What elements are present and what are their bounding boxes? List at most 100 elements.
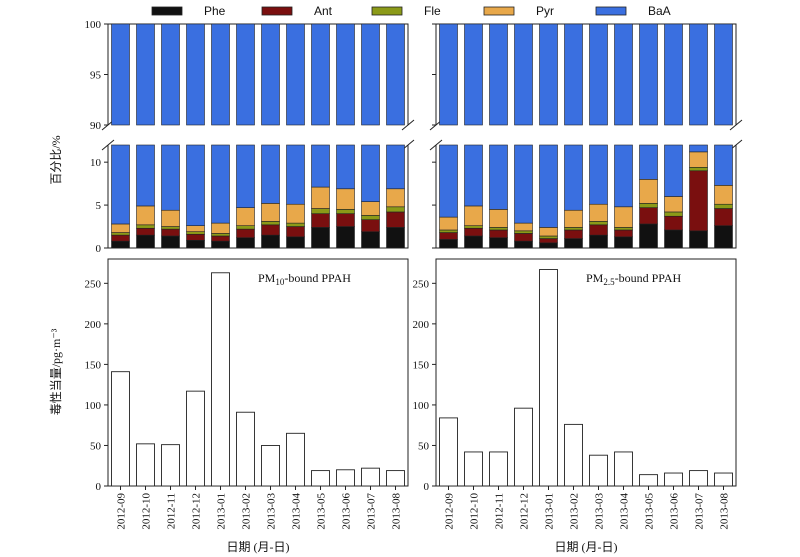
x-tick-label-2013-03: 2013-03 [266, 493, 278, 530]
stacked-panel-left: 90 95 100 0 5 10 [85, 19, 415, 255]
x-tick-label-2012-11: 2012-11 [494, 493, 506, 529]
y-tick-label-50: 50 [90, 440, 102, 452]
bar-segment-pyr-lower-2013-01 [211, 222, 230, 234]
x-tick-label-2012-12: 2012-12 [191, 493, 203, 530]
legend-label-phe: Phe [204, 4, 226, 18]
y-tick-label-0: 0 [96, 481, 102, 493]
bar-segment-pyr-lower-2012-11 [489, 209, 508, 228]
legend-label-baa: BaA [648, 4, 671, 18]
annotation-pm25-subscript: 2.5 [603, 277, 615, 287]
annotation-pm25: PM2.5-bound PPAH [586, 271, 682, 287]
bar-segment-fle-lower-2013-07 [689, 167, 708, 172]
x-tick-label-2013-04: 2013-04 [291, 493, 303, 530]
bar-segment-phe-lower-2012-12 [186, 239, 205, 249]
bar-segment-baa-upper-2013-07 [689, 23, 708, 126]
bar-segment-baa-upper-2013-06 [336, 23, 355, 126]
x-tick-label-2013-08: 2013-08 [719, 493, 731, 530]
x-tick-label-2013-02: 2013-02 [569, 493, 581, 530]
bar-segment-baa-upper-2012-12 [514, 23, 533, 126]
bar-segment-fle-lower-2013-07 [361, 215, 380, 220]
bar-segment-baa-upper-2012-11 [489, 23, 508, 126]
y-tick-label-250: 250 [85, 278, 102, 290]
bar-segment-baa-upper-2013-05 [639, 23, 658, 126]
bar-segment-fle-lower-2012-09 [111, 232, 130, 236]
bar-segment-ant-lower-2013-03 [589, 224, 608, 236]
toxicity-bar-2013-06 [336, 469, 355, 487]
bar-segment-baa-lower-2012-11 [161, 144, 180, 211]
bar-segment-baa-upper-2013-04 [614, 23, 633, 126]
bar-segment-baa-upper-2012-10 [136, 23, 155, 126]
legend-label-pyr: Pyr [536, 4, 554, 18]
y-tick-label-0: 0 [96, 243, 102, 255]
toxicity-bar-2013-04 [614, 451, 633, 487]
x-tick-label-2013-01: 2013-01 [544, 493, 556, 530]
x-tick-label-2013-05: 2013-05 [644, 493, 656, 530]
toxicity-bar-2013-04 [286, 432, 305, 487]
bar-segment-baa-upper-2013-03 [261, 23, 280, 126]
toxicity-bar-2012-12 [514, 407, 533, 487]
bar-segment-baa-upper-2012-12 [186, 23, 205, 126]
bar-segment-baa-upper-2013-04 [286, 23, 305, 126]
bar-segment-fle-lower-2013-04 [286, 222, 305, 227]
bar-segment-pyr-lower-2012-12 [186, 225, 205, 232]
bar-segment-ant-lower-2012-12 [186, 233, 205, 241]
bar-segment-baa-lower-2013-08 [714, 144, 733, 186]
bar-segment-ant-lower-2012-09 [111, 234, 130, 242]
bar-segment-pyr-lower-2013-08 [386, 188, 405, 208]
toxicity-equivalent-panels: 2012-09 2012-10 2012-11 2012-12 2013-01 2013-… [85, 258, 737, 530]
legend-swatch-fle [371, 6, 403, 16]
bar-segment-baa-lower-2013-06 [336, 144, 355, 190]
bar-segment-phe-lower-2012-10 [136, 234, 155, 249]
bar-segment-ant-lower-2012-11 [489, 229, 508, 239]
toxicity-bar-2013-07 [361, 467, 380, 487]
axis-break-mark-lower-0 [101, 139, 115, 151]
bar-segment-phe-lower-2012-10 [464, 235, 483, 249]
toxicity-bar-2012-09 [439, 417, 458, 487]
toxicity-bar-2013-08 [714, 472, 733, 487]
bar-segment-pyr-lower-2012-10 [136, 205, 155, 226]
bar-segment-phe-lower-2013-03 [261, 234, 280, 249]
bar-segment-pyr-lower-2013-06 [664, 196, 683, 213]
bar-segment-fle-lower-2013-01 [211, 233, 230, 237]
bar-segment-ant-lower-2013-07 [361, 219, 380, 232]
y-axis-label-toxicity: 毒性当量/pg·m⁻³ [49, 328, 63, 415]
bar-segment-ant-lower-2013-08 [386, 211, 405, 228]
toxicity-bar-2012-11 [161, 444, 180, 487]
bar-segment-ant-lower-2013-01 [211, 235, 230, 242]
bar-segment-phe-lower-2013-05 [311, 227, 330, 249]
bar-segment-ant-lower-2013-03 [261, 224, 280, 236]
bar-segment-ant-lower-2013-04 [286, 226, 305, 238]
annotation-pm10-main: PM [258, 271, 276, 285]
bar-segment-pyr-lower-2013-03 [261, 203, 280, 222]
y-tick-label-150: 150 [413, 359, 430, 371]
lower-frame [107, 145, 409, 249]
bar-segment-pyr-lower-2013-03 [589, 203, 608, 222]
bar-segment-fle-lower-2013-05 [639, 203, 658, 208]
bar-segment-baa-upper-2013-01 [539, 23, 558, 126]
toxicity-bar-2012-11 [489, 451, 508, 487]
annotation-pm25-rest: -bound PPAH [615, 271, 682, 285]
bar-segment-fle-lower-2012-10 [136, 224, 155, 229]
bar-segment-ant-lower-2013-07 [689, 170, 708, 232]
bar-segment-fle-lower-2013-08 [714, 203, 733, 209]
bar-segment-ant-lower-2013-05 [311, 213, 330, 228]
bar-segment-baa-lower-2013-07 [361, 144, 380, 202]
x-tick-label-2012-10: 2012-10 [141, 493, 153, 530]
bar-segment-pyr-lower-2013-04 [286, 203, 305, 224]
toxicity-bar-2013-02 [236, 411, 255, 487]
x-tick-label-2012-09: 2012-09 [116, 493, 128, 530]
bar-segment-baa-lower-2012-10 [464, 144, 483, 207]
bar-segment-baa-lower-2013-02 [564, 144, 583, 211]
bar-segment-pyr-lower-2013-08 [714, 185, 733, 205]
stacked-percentage-panels: 90 95 100 0 5 10 [85, 19, 743, 255]
bar-segment-ant-lower-2013-02 [236, 228, 255, 239]
bar-segment-pyr-lower-2013-02 [236, 207, 255, 226]
bar-segment-baa-lower-2013-07 [689, 144, 708, 153]
y-tick-label-50: 50 [418, 440, 430, 452]
bar-segment-baa-upper-2013-01 [211, 23, 230, 126]
bar-segment-phe-lower-2013-01 [211, 240, 230, 249]
toxicity-bar-2013-06 [664, 472, 683, 487]
bar-segment-fle-lower-2012-11 [161, 226, 180, 230]
stacked-panel-right [429, 23, 743, 249]
bar-segment-phe-lower-2013-01 [539, 242, 558, 249]
